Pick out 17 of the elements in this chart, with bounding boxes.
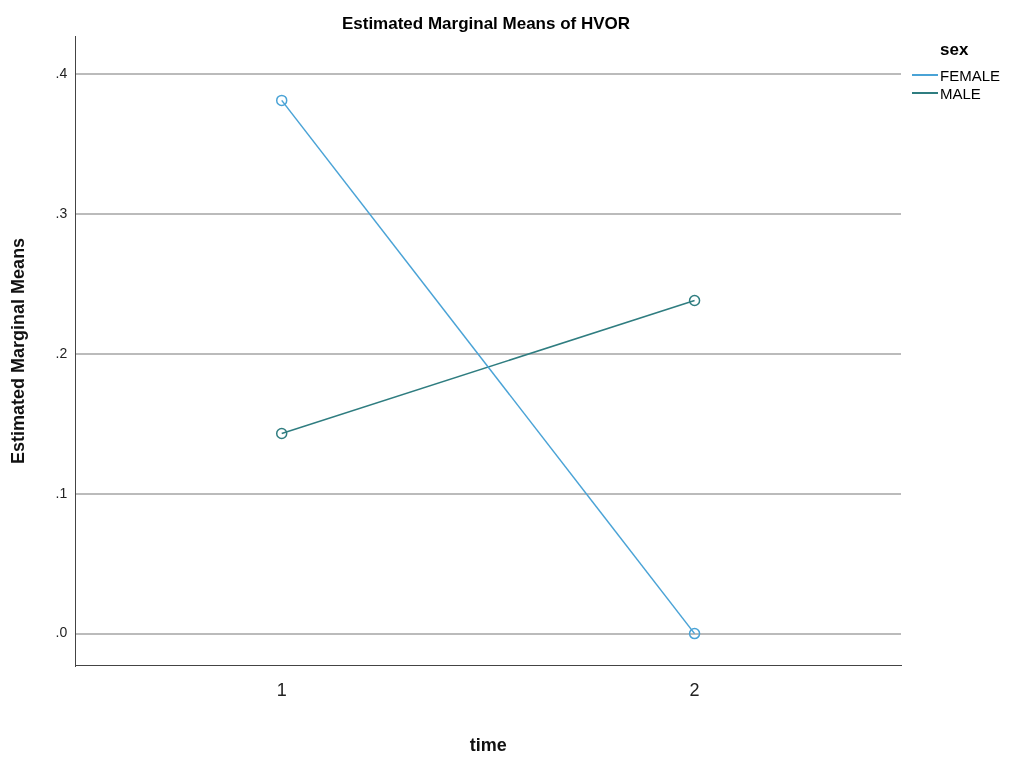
legend-label: MALE xyxy=(940,84,981,102)
y-tick-label: .2 xyxy=(55,344,68,361)
legend-label: FEMALE xyxy=(940,66,1001,84)
y-tick-label: .1 xyxy=(55,484,68,501)
y-tick-label: .4 xyxy=(55,64,68,81)
legend-title: sex xyxy=(940,40,970,60)
y-tick-label: .3 xyxy=(55,204,68,221)
y-tick-label: .0 xyxy=(55,624,68,641)
x-tick-label: 1 xyxy=(276,679,287,700)
point xyxy=(688,627,701,640)
point xyxy=(275,427,288,440)
point xyxy=(275,94,288,107)
point xyxy=(688,294,701,307)
y-axis-title: Estimated Marginal Means xyxy=(7,237,28,464)
chart-title: Estimated Marginal Means of HVOR xyxy=(340,14,632,34)
x-axis-title: time xyxy=(469,735,507,756)
x-tick-label: 2 xyxy=(689,679,700,700)
